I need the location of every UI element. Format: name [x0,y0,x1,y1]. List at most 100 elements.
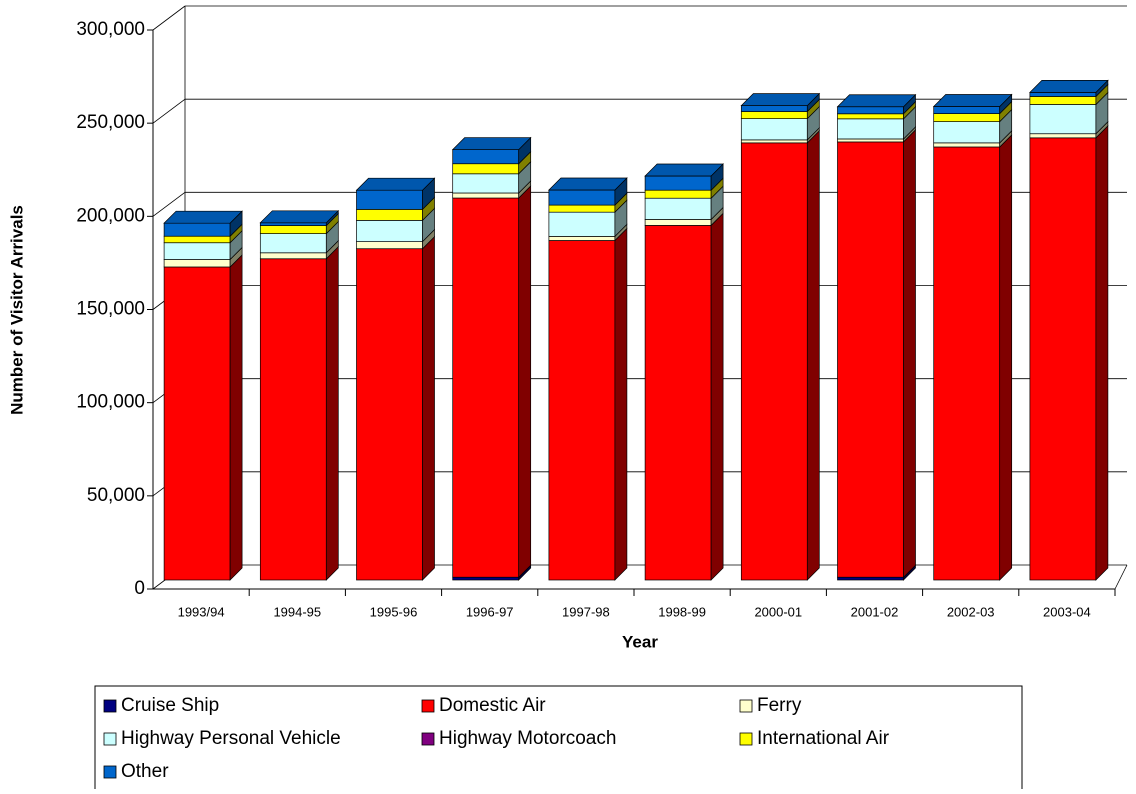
bar-segment [1029,92,1097,97]
bar-top [644,163,724,177]
bar-segment [1029,104,1097,135]
bar-segment [644,175,712,191]
x-tick-label: 2002-03 [947,604,995,619]
bar-segment [933,146,1001,581]
bar-side [614,227,628,581]
bar-segment [452,192,520,199]
y-tick-label: 300,000 [76,19,145,40]
bar-side [1095,124,1109,581]
bar-segment [356,241,423,250]
bar-segment [548,236,616,241]
grid-side [152,192,186,217]
x-axis-title: Year [622,632,658,651]
y-tick-label: 100,000 [76,392,145,413]
grid-side [152,5,186,31]
y-tick-label: 50,000 [87,485,145,506]
x-tick-label: 2000-01 [754,604,802,619]
bar-side [325,245,339,581]
bar-segment [740,142,808,581]
legend-label: Domestic Air [439,695,546,716]
bar-top [163,210,243,224]
bar-segment [644,225,712,581]
bar-side [806,130,820,581]
bar-top [1029,80,1109,93]
bar-segment [163,235,231,244]
bar-segment [740,118,808,141]
bar-segment [644,197,712,220]
legend-label: Highway Personal Vehicle [121,728,341,749]
bar-segment [356,248,423,581]
y-tick-label: 250,000 [76,112,145,133]
bar-top [548,177,628,191]
x-tick-label: 2003-04 [1043,604,1091,619]
bar-segment [259,252,327,260]
bar-segment [356,209,423,221]
x-tick-label: 2001-02 [851,604,899,619]
bar-side [229,254,243,581]
bar-segment [259,225,327,234]
bar-top [740,93,821,106]
bar-segment [1029,133,1097,139]
bar-segment [163,242,231,260]
legend-swatch [739,732,753,746]
legend-swatch [103,732,117,746]
bar-segment [740,111,808,119]
bar-side [999,134,1013,581]
bar-segment [837,106,904,115]
bar-segment [259,222,327,226]
bar-segment [452,576,520,581]
legend-swatch [103,699,117,713]
bar-segment [644,219,712,226]
bar-segment [644,189,712,199]
bar-segment [740,105,808,112]
bar-segment [548,240,616,581]
bar-side [710,212,724,581]
bar-segment [163,222,231,237]
legend-swatch [421,699,435,713]
bar-segment [356,189,423,210]
bar-segment [933,142,1001,148]
bar-segment [259,258,327,581]
bar-top [259,210,340,224]
grid-side [152,98,186,124]
legend-box [94,685,1023,794]
legend-swatch [103,765,117,779]
bar-segment [452,173,520,194]
bar-top [355,177,436,191]
x-tick-label: 1993/94 [178,604,225,619]
bar-segment [1029,96,1097,105]
bar-segment [356,220,423,242]
x-tick-label: 1994-95 [273,604,321,619]
x-tick-label: 1997-98 [562,604,610,619]
bar-side [422,235,435,581]
bar-segment [548,211,616,237]
bar-segment [163,259,231,268]
bar-segment [548,189,616,206]
bar-top [836,94,917,108]
bar-top [451,137,532,150]
legend-swatch [739,699,753,713]
y-tick-label: 150,000 [76,299,145,320]
bar-segment [1029,137,1097,581]
bar-segment [837,138,904,143]
bar-segment [837,576,904,581]
x-tick-label: 1998-99 [658,604,706,619]
bar-segment [837,113,904,120]
bar-segment [837,141,904,578]
legend-label: Other [121,761,169,782]
legend-swatch [421,732,435,746]
legend-label: International Air [757,728,890,749]
bar-segment [933,106,1001,114]
y-axis-title: Number of Visitor Arrivals [7,205,26,415]
y-tick-label: 0 [134,578,145,599]
x-tick-label: 1995-96 [370,604,418,619]
bar-side [903,129,916,579]
x-tick-label: 1996-97 [466,604,514,619]
y-tick-label: 200,000 [76,205,145,226]
legend-label: Highway Motorcoach [439,728,616,749]
bar-segment [933,121,1001,144]
bar-segment [837,118,904,140]
legend-label: Ferry [757,695,802,716]
bar-side [518,185,532,579]
